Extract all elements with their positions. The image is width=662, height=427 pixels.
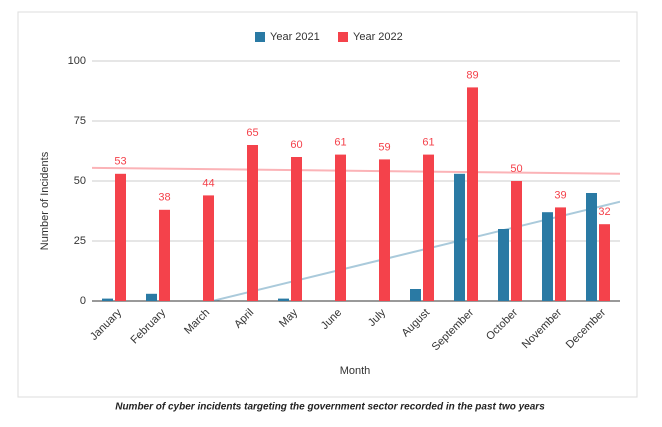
bar (498, 229, 509, 301)
bar (511, 181, 522, 301)
bar (335, 154, 346, 301)
legend-swatch (338, 32, 348, 42)
bar (542, 212, 553, 301)
data-label: 44 (202, 177, 214, 189)
trendlines (92, 166, 620, 301)
bar (102, 298, 113, 301)
data-label: 65 (246, 127, 258, 139)
y-tick-label: 100 (68, 55, 86, 67)
bar (247, 145, 258, 301)
bar (379, 159, 390, 301)
bar (555, 207, 566, 301)
chart-frame (17, 11, 638, 398)
bar (159, 209, 170, 301)
bar (467, 87, 478, 302)
y-tick-label: 50 (74, 175, 86, 187)
bar (454, 173, 465, 301)
legend-label: Year 2022 (353, 31, 403, 43)
y-tick-label: 75 (74, 115, 86, 127)
trendline (92, 166, 620, 175)
data-label: 89 (466, 69, 478, 81)
data-label: 59 (378, 141, 390, 153)
data-label: 53 (114, 156, 126, 168)
y-tick-label: 25 (74, 235, 86, 247)
data-label: 61 (334, 137, 346, 149)
data-label: 61 (422, 137, 434, 149)
data-label: 60 (290, 139, 302, 151)
data-label: 50 (510, 163, 522, 175)
bar (586, 193, 597, 301)
caption: Number of cyber incidents targeting the … (115, 402, 545, 413)
bar (291, 157, 302, 301)
bar (410, 289, 421, 301)
y-tick-label: 0 (80, 295, 86, 307)
legend-swatch (255, 32, 265, 42)
bar (278, 298, 289, 301)
legend-label: Year 2021 (270, 31, 320, 43)
bar (203, 195, 214, 301)
trendline (208, 200, 620, 301)
bar (423, 154, 434, 301)
data-label: 38 (158, 192, 170, 204)
bar (146, 293, 157, 301)
bar (115, 173, 126, 301)
bar (599, 224, 610, 301)
data-label: 32 (598, 206, 610, 218)
y-axis-title: Number of Incidents (39, 151, 51, 250)
data-label: 39 (554, 189, 566, 201)
x-axis-title: Month (340, 365, 371, 377)
